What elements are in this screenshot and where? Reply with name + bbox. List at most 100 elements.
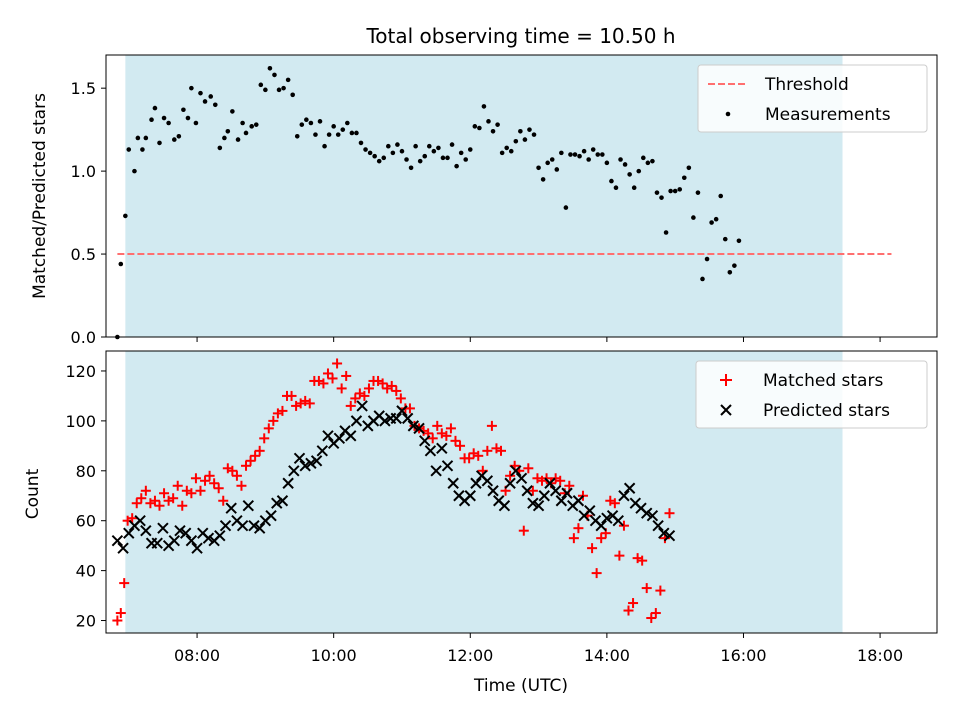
predicted-star-point: [185, 534, 198, 547]
measurement-point: [126, 147, 132, 152]
predicted-star-point: [612, 514, 624, 527]
measurement-point: [243, 130, 249, 136]
matched-star-point: [618, 520, 629, 531]
matched-star-point: [236, 480, 247, 491]
predicted-star-point: [464, 490, 476, 502]
measurement-point: [718, 193, 724, 199]
measurement-point: [304, 117, 309, 122]
top-marks: [115, 65, 892, 340]
matched-star-point: [473, 450, 484, 461]
matched-star-point: [655, 585, 666, 596]
measurement-point: [381, 155, 387, 161]
predicted-star-point: [322, 430, 334, 442]
matched-star-point: [115, 608, 126, 619]
measurement-point: [198, 90, 203, 96]
measurement-point: [386, 143, 391, 149]
bottom-panel: 20 40 60 80 100 120 08:00 10:00 12:00 14:00 16:00…: [23, 350, 938, 696]
matched-star-point: [168, 493, 179, 504]
predicted-star-point: [584, 505, 596, 517]
matched-star-point: [541, 473, 552, 484]
predicted-star-point: [265, 510, 277, 522]
matched-star-point: [149, 495, 160, 506]
measurement-point: [481, 104, 487, 109]
matched-star-point: [427, 433, 438, 444]
measurement-point: [563, 205, 569, 210]
predicted-star-point: [407, 420, 420, 432]
measurement-point: [272, 72, 277, 78]
measurement-point: [568, 152, 573, 157]
bottom-y-axis: 20 40 60 80 100 120: [65, 362, 106, 631]
matched-legend-label: Matched stars: [763, 371, 883, 391]
measurement-point: [313, 132, 318, 137]
matched-star-point: [623, 605, 634, 616]
predicted-star-point: [618, 490, 630, 502]
matched-star-point: [614, 550, 625, 561]
matched-star-point: [322, 368, 333, 379]
measurement-point: [622, 162, 628, 167]
measurement-point: [290, 92, 295, 98]
measurement-point: [123, 213, 128, 219]
predicted-star-point: [527, 497, 539, 509]
bottom-legend: Matched stars Predicted stars: [695, 360, 928, 429]
predicted-star-point: [515, 472, 528, 484]
top-plot-frame: [105, 54, 938, 338]
predicted-star-point: [470, 477, 482, 489]
predicted-star-point: [179, 527, 192, 539]
measurement-point: [681, 175, 687, 181]
matched-star-point: [195, 485, 206, 496]
measurement-point: [545, 160, 550, 166]
measurement-point: [732, 263, 737, 268]
matched-star-point: [441, 430, 452, 441]
matched-star-point: [336, 383, 347, 394]
x-tick-label: 16:00: [720, 646, 766, 665]
matched-star-point: [190, 473, 201, 484]
measurement-point: [166, 120, 171, 126]
measurement-point: [590, 147, 596, 152]
top-y-axis-label: Matched/Predicted stars: [30, 93, 50, 299]
measurement-point: [445, 155, 450, 161]
measurement-point: [294, 133, 300, 139]
matched-star-point: [637, 555, 648, 566]
top-x-axis: [196, 337, 881, 342]
measurement-point: [258, 82, 264, 88]
measurement-point: [677, 187, 683, 192]
measurement-point: [235, 137, 241, 142]
predicted-star-point: [396, 405, 408, 417]
measurement-point: [631, 185, 637, 191]
matched-star-point: [587, 543, 598, 554]
matched-star-point: [218, 495, 229, 506]
y-tick-label: 1.5: [71, 79, 96, 98]
matched-legend-swatch: [720, 374, 732, 386]
matched-star-point: [359, 390, 370, 401]
measurement-point: [686, 165, 692, 171]
measurement-point: [486, 119, 491, 124]
matched-star-point: [450, 435, 461, 446]
measurement-point: [695, 190, 701, 195]
measurement-point: [395, 142, 400, 147]
predicted-star-point: [356, 400, 368, 412]
predicted-star-point: [111, 534, 124, 547]
matched-star-point: [386, 380, 397, 391]
matched-star-point: [591, 568, 602, 579]
measurement-point: [372, 153, 377, 159]
measurement-point: [513, 138, 519, 144]
measurement-point: [518, 129, 523, 134]
measurement-point: [477, 125, 482, 131]
measurement-point: [431, 148, 437, 154]
predicted-star-point: [157, 522, 169, 534]
matched-star-point: [395, 393, 406, 404]
measurement-point: [531, 132, 537, 137]
measurement-point: [253, 122, 259, 127]
matched-star-point: [482, 445, 493, 456]
predicted-star-point: [202, 532, 215, 544]
measurement-point: [600, 152, 605, 157]
matched-star-point: [455, 440, 466, 451]
measurement-point: [595, 152, 601, 157]
matched-star-point: [518, 525, 529, 536]
measurement-point: [326, 132, 332, 137]
matched-star-point: [154, 500, 165, 511]
predicted-star-point: [299, 460, 311, 472]
measurement-point: [454, 163, 459, 169]
measurement-point: [504, 145, 510, 151]
predicted-star-point: [242, 500, 255, 512]
